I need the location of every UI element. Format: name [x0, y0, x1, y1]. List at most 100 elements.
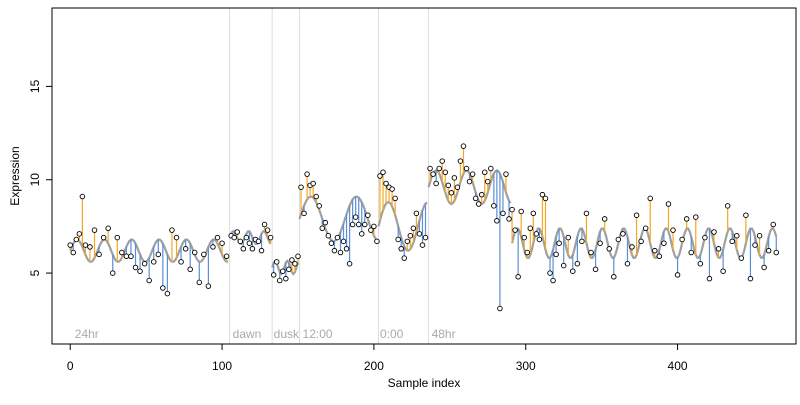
- y-tick-label: 10: [28, 173, 42, 187]
- data-point: [689, 250, 694, 255]
- data-point: [411, 226, 416, 231]
- data-point: [543, 196, 548, 201]
- data-point: [161, 286, 166, 291]
- data-point: [101, 235, 106, 240]
- y-axis: 51015: [28, 79, 52, 276]
- data-point: [703, 235, 708, 240]
- x-tick-label: 100: [212, 359, 232, 373]
- data-point: [293, 261, 298, 266]
- data-point: [611, 275, 616, 280]
- x-tick-label: 400: [668, 359, 688, 373]
- data-point: [551, 278, 556, 283]
- data-point: [712, 230, 717, 235]
- data-point: [356, 222, 361, 227]
- data-point: [482, 170, 487, 175]
- data-point: [621, 232, 626, 237]
- data-point: [183, 247, 188, 252]
- data-point: [566, 235, 571, 240]
- data-point: [142, 261, 147, 266]
- data-point: [399, 247, 404, 252]
- data-point: [97, 252, 102, 257]
- data-point: [516, 275, 521, 280]
- data-point: [417, 232, 422, 237]
- data-point: [224, 254, 229, 259]
- data-point: [431, 172, 436, 177]
- data-point: [707, 276, 712, 281]
- data-point: [335, 235, 340, 240]
- data-point: [133, 265, 138, 270]
- data-point: [684, 217, 689, 222]
- data-point: [455, 185, 460, 190]
- data-point: [147, 278, 152, 283]
- expression-chart: 24hr dawn dusk 12:00 0:00 48hr 0 100 200 300 400 …: [0, 0, 800, 400]
- data-point: [402, 256, 407, 261]
- data-point: [584, 211, 589, 216]
- data-point: [739, 256, 744, 261]
- data-point: [366, 213, 371, 218]
- data-point: [571, 269, 576, 274]
- data-point: [347, 261, 352, 266]
- data-point: [320, 226, 325, 231]
- data-point: [734, 233, 739, 238]
- data-point: [434, 181, 439, 186]
- data-point: [299, 185, 304, 190]
- data-point: [730, 239, 735, 244]
- data-point: [440, 159, 445, 164]
- data-point: [277, 278, 282, 283]
- data-point: [305, 172, 310, 177]
- data-point: [259, 248, 264, 253]
- data-point: [372, 224, 377, 229]
- segment-annotation-label: dawn: [233, 327, 262, 341]
- data-point: [420, 243, 425, 248]
- data-point: [414, 211, 419, 216]
- data-points: [68, 144, 779, 311]
- data-point: [725, 204, 730, 209]
- data-point: [353, 215, 358, 220]
- x-tick-label: 300: [516, 359, 536, 373]
- data-point: [534, 232, 539, 237]
- data-point: [485, 179, 490, 184]
- data-point: [232, 235, 237, 240]
- data-point: [473, 196, 478, 201]
- data-point: [151, 260, 156, 265]
- segment-annotation-label: 48hr: [432, 327, 456, 341]
- data-point: [762, 265, 767, 270]
- data-point: [501, 211, 506, 216]
- data-point: [774, 250, 779, 255]
- data-point: [110, 271, 115, 276]
- data-point: [652, 248, 657, 253]
- x-axis-label: Sample index: [388, 376, 461, 390]
- data-point: [598, 241, 603, 246]
- data-point: [323, 220, 328, 225]
- data-point: [284, 276, 289, 281]
- data-point: [698, 261, 703, 266]
- data-point: [495, 219, 500, 224]
- data-point: [188, 267, 193, 272]
- data-point: [428, 166, 433, 171]
- segment-annotation-label: 12:00: [303, 327, 333, 341]
- data-point: [350, 222, 355, 227]
- data-point: [580, 239, 585, 244]
- y-axis-label: Expression: [8, 146, 22, 205]
- data-point: [716, 247, 721, 252]
- data-point: [274, 260, 279, 265]
- data-point: [437, 166, 442, 171]
- data-point: [124, 254, 129, 259]
- data-point: [575, 261, 580, 266]
- data-point: [165, 291, 170, 296]
- data-point: [262, 222, 267, 227]
- data-point: [657, 254, 662, 259]
- data-point: [525, 250, 530, 255]
- data-point: [381, 170, 386, 175]
- residual-drop-lines: [70, 146, 776, 308]
- data-point: [461, 144, 466, 149]
- data-point: [675, 273, 680, 278]
- data-point: [449, 191, 454, 196]
- data-point: [268, 235, 273, 240]
- data-point: [338, 250, 343, 255]
- data-point: [405, 239, 410, 244]
- data-point: [197, 280, 202, 285]
- data-point: [721, 269, 726, 274]
- data-point: [156, 252, 161, 257]
- data-point: [329, 241, 334, 246]
